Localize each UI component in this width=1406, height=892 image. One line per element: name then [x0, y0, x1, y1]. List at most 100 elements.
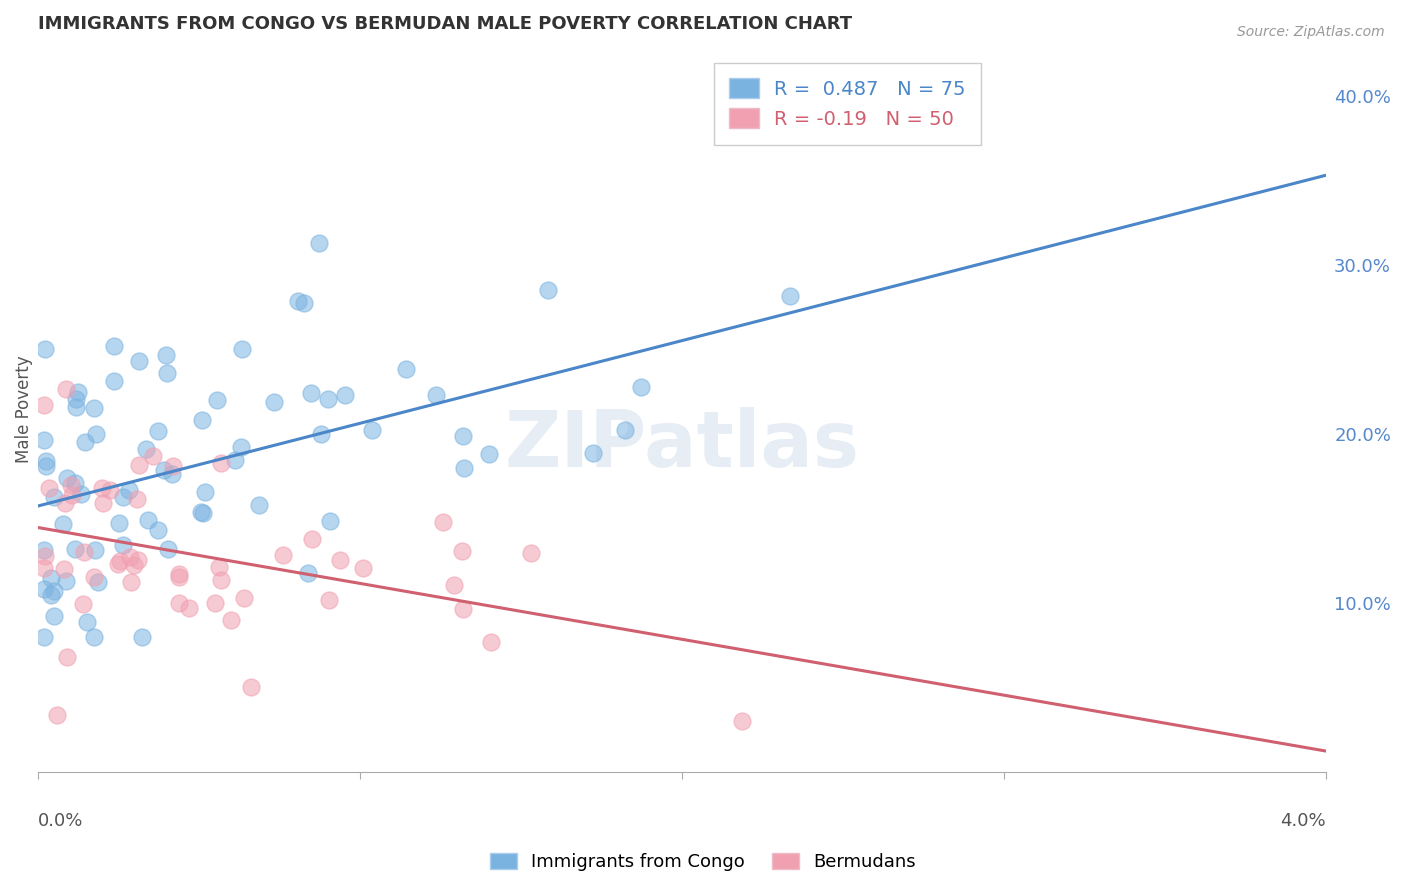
Bermudans [450, 544, 472, 558]
Immigrants from Congo [44, 609, 66, 624]
Text: 4.0%: 4.0% [1281, 812, 1326, 830]
Bermudans [98, 483, 121, 498]
Bermudans [167, 570, 190, 584]
Immigrants from Congo [87, 574, 110, 589]
Bermudans [352, 561, 374, 575]
Immigrants from Congo [395, 362, 418, 376]
Bermudans [479, 635, 502, 649]
Y-axis label: Male Poverty: Male Poverty [15, 355, 32, 463]
Bermudans [128, 458, 150, 472]
Bermudans [122, 558, 145, 573]
Immigrants from Congo [263, 395, 285, 409]
Bermudans [451, 601, 474, 615]
Bermudans [519, 546, 541, 560]
Immigrants from Congo [83, 543, 105, 558]
Bermudans [83, 570, 105, 584]
Immigrants from Congo [247, 498, 270, 512]
Immigrants from Congo [333, 388, 356, 402]
Bermudans [162, 459, 184, 474]
Bermudans [219, 614, 242, 628]
Text: Source: ZipAtlas.com: Source: ZipAtlas.com [1237, 25, 1385, 39]
Bermudans [127, 492, 149, 507]
Text: IMMIGRANTS FROM CONGO VS BERMUDAN MALE POVERTY CORRELATION CHART: IMMIGRANTS FROM CONGO VS BERMUDAN MALE P… [38, 15, 852, 33]
Immigrants from Congo [76, 615, 98, 630]
Bermudans [204, 597, 226, 611]
Bermudans [91, 496, 114, 510]
Bermudans [72, 597, 94, 611]
Bermudans [34, 549, 56, 563]
Bermudans [56, 650, 79, 665]
Bermudans [107, 557, 129, 571]
Immigrants from Congo [65, 400, 87, 414]
Bermudans [34, 398, 56, 412]
Immigrants from Congo [297, 566, 319, 581]
Text: ZIPatlas: ZIPatlas [505, 408, 859, 483]
Bermudans [120, 549, 142, 564]
Immigrants from Congo [478, 447, 501, 461]
Immigrants from Congo [39, 588, 62, 602]
Immigrants from Congo [63, 476, 86, 491]
Immigrants from Congo [231, 342, 253, 356]
Immigrants from Congo [308, 235, 330, 250]
Immigrants from Congo [311, 426, 333, 441]
Immigrants from Congo [52, 517, 75, 532]
Immigrants from Congo [73, 434, 96, 449]
Bermudans [127, 553, 149, 567]
Immigrants from Congo [67, 385, 90, 400]
Immigrants from Congo [630, 380, 652, 394]
Immigrants from Congo [34, 459, 56, 474]
Immigrants from Congo [34, 542, 56, 557]
Immigrants from Congo [42, 490, 65, 504]
Immigrants from Congo [224, 452, 246, 467]
Immigrants from Congo [146, 424, 169, 438]
Immigrants from Congo [103, 339, 125, 353]
Immigrants from Congo [131, 630, 153, 644]
Bermudans [108, 554, 131, 568]
Immigrants from Congo [112, 490, 135, 504]
Immigrants from Congo [83, 630, 105, 644]
Immigrants from Congo [779, 289, 801, 303]
Bermudans [207, 559, 229, 574]
Immigrants from Congo [319, 514, 342, 528]
Bermudans [90, 481, 112, 495]
Immigrants from Congo [34, 630, 56, 644]
Bermudans [120, 574, 142, 589]
Immigrants from Congo [316, 392, 339, 406]
Immigrants from Congo [55, 574, 77, 588]
Immigrants from Congo [56, 471, 79, 485]
Immigrants from Congo [453, 461, 475, 475]
Immigrants from Congo [65, 392, 87, 406]
Bermudans [142, 449, 165, 463]
Immigrants from Congo [118, 483, 141, 498]
Immigrants from Congo [193, 485, 215, 500]
Immigrants from Congo [42, 584, 65, 599]
Bermudans [73, 544, 96, 558]
Immigrants from Congo [70, 487, 93, 501]
Bermudans [209, 456, 232, 470]
Immigrants from Congo [582, 446, 605, 460]
Bermudans [60, 478, 83, 492]
Immigrants from Congo [35, 454, 58, 468]
Legend: Immigrants from Congo, Bermudans: Immigrants from Congo, Bermudans [482, 846, 924, 879]
Bermudans [53, 495, 76, 509]
Bermudans [301, 532, 323, 546]
Immigrants from Congo [34, 582, 56, 597]
Bermudans [60, 488, 83, 502]
Bermudans [432, 515, 454, 529]
Bermudans [318, 592, 340, 607]
Immigrants from Congo [425, 388, 447, 402]
Bermudans [443, 578, 465, 592]
Immigrants from Congo [135, 442, 157, 456]
Bermudans [38, 481, 60, 495]
Immigrants from Congo [34, 433, 56, 447]
Bermudans [167, 596, 190, 610]
Bermudans [240, 681, 263, 695]
Immigrants from Congo [453, 429, 475, 443]
Immigrants from Congo [84, 426, 107, 441]
Bermudans [53, 562, 76, 576]
Immigrants from Congo [155, 348, 177, 362]
Immigrants from Congo [111, 538, 134, 552]
Bermudans [731, 714, 754, 729]
Immigrants from Congo [156, 541, 179, 556]
Immigrants from Congo [287, 293, 309, 308]
